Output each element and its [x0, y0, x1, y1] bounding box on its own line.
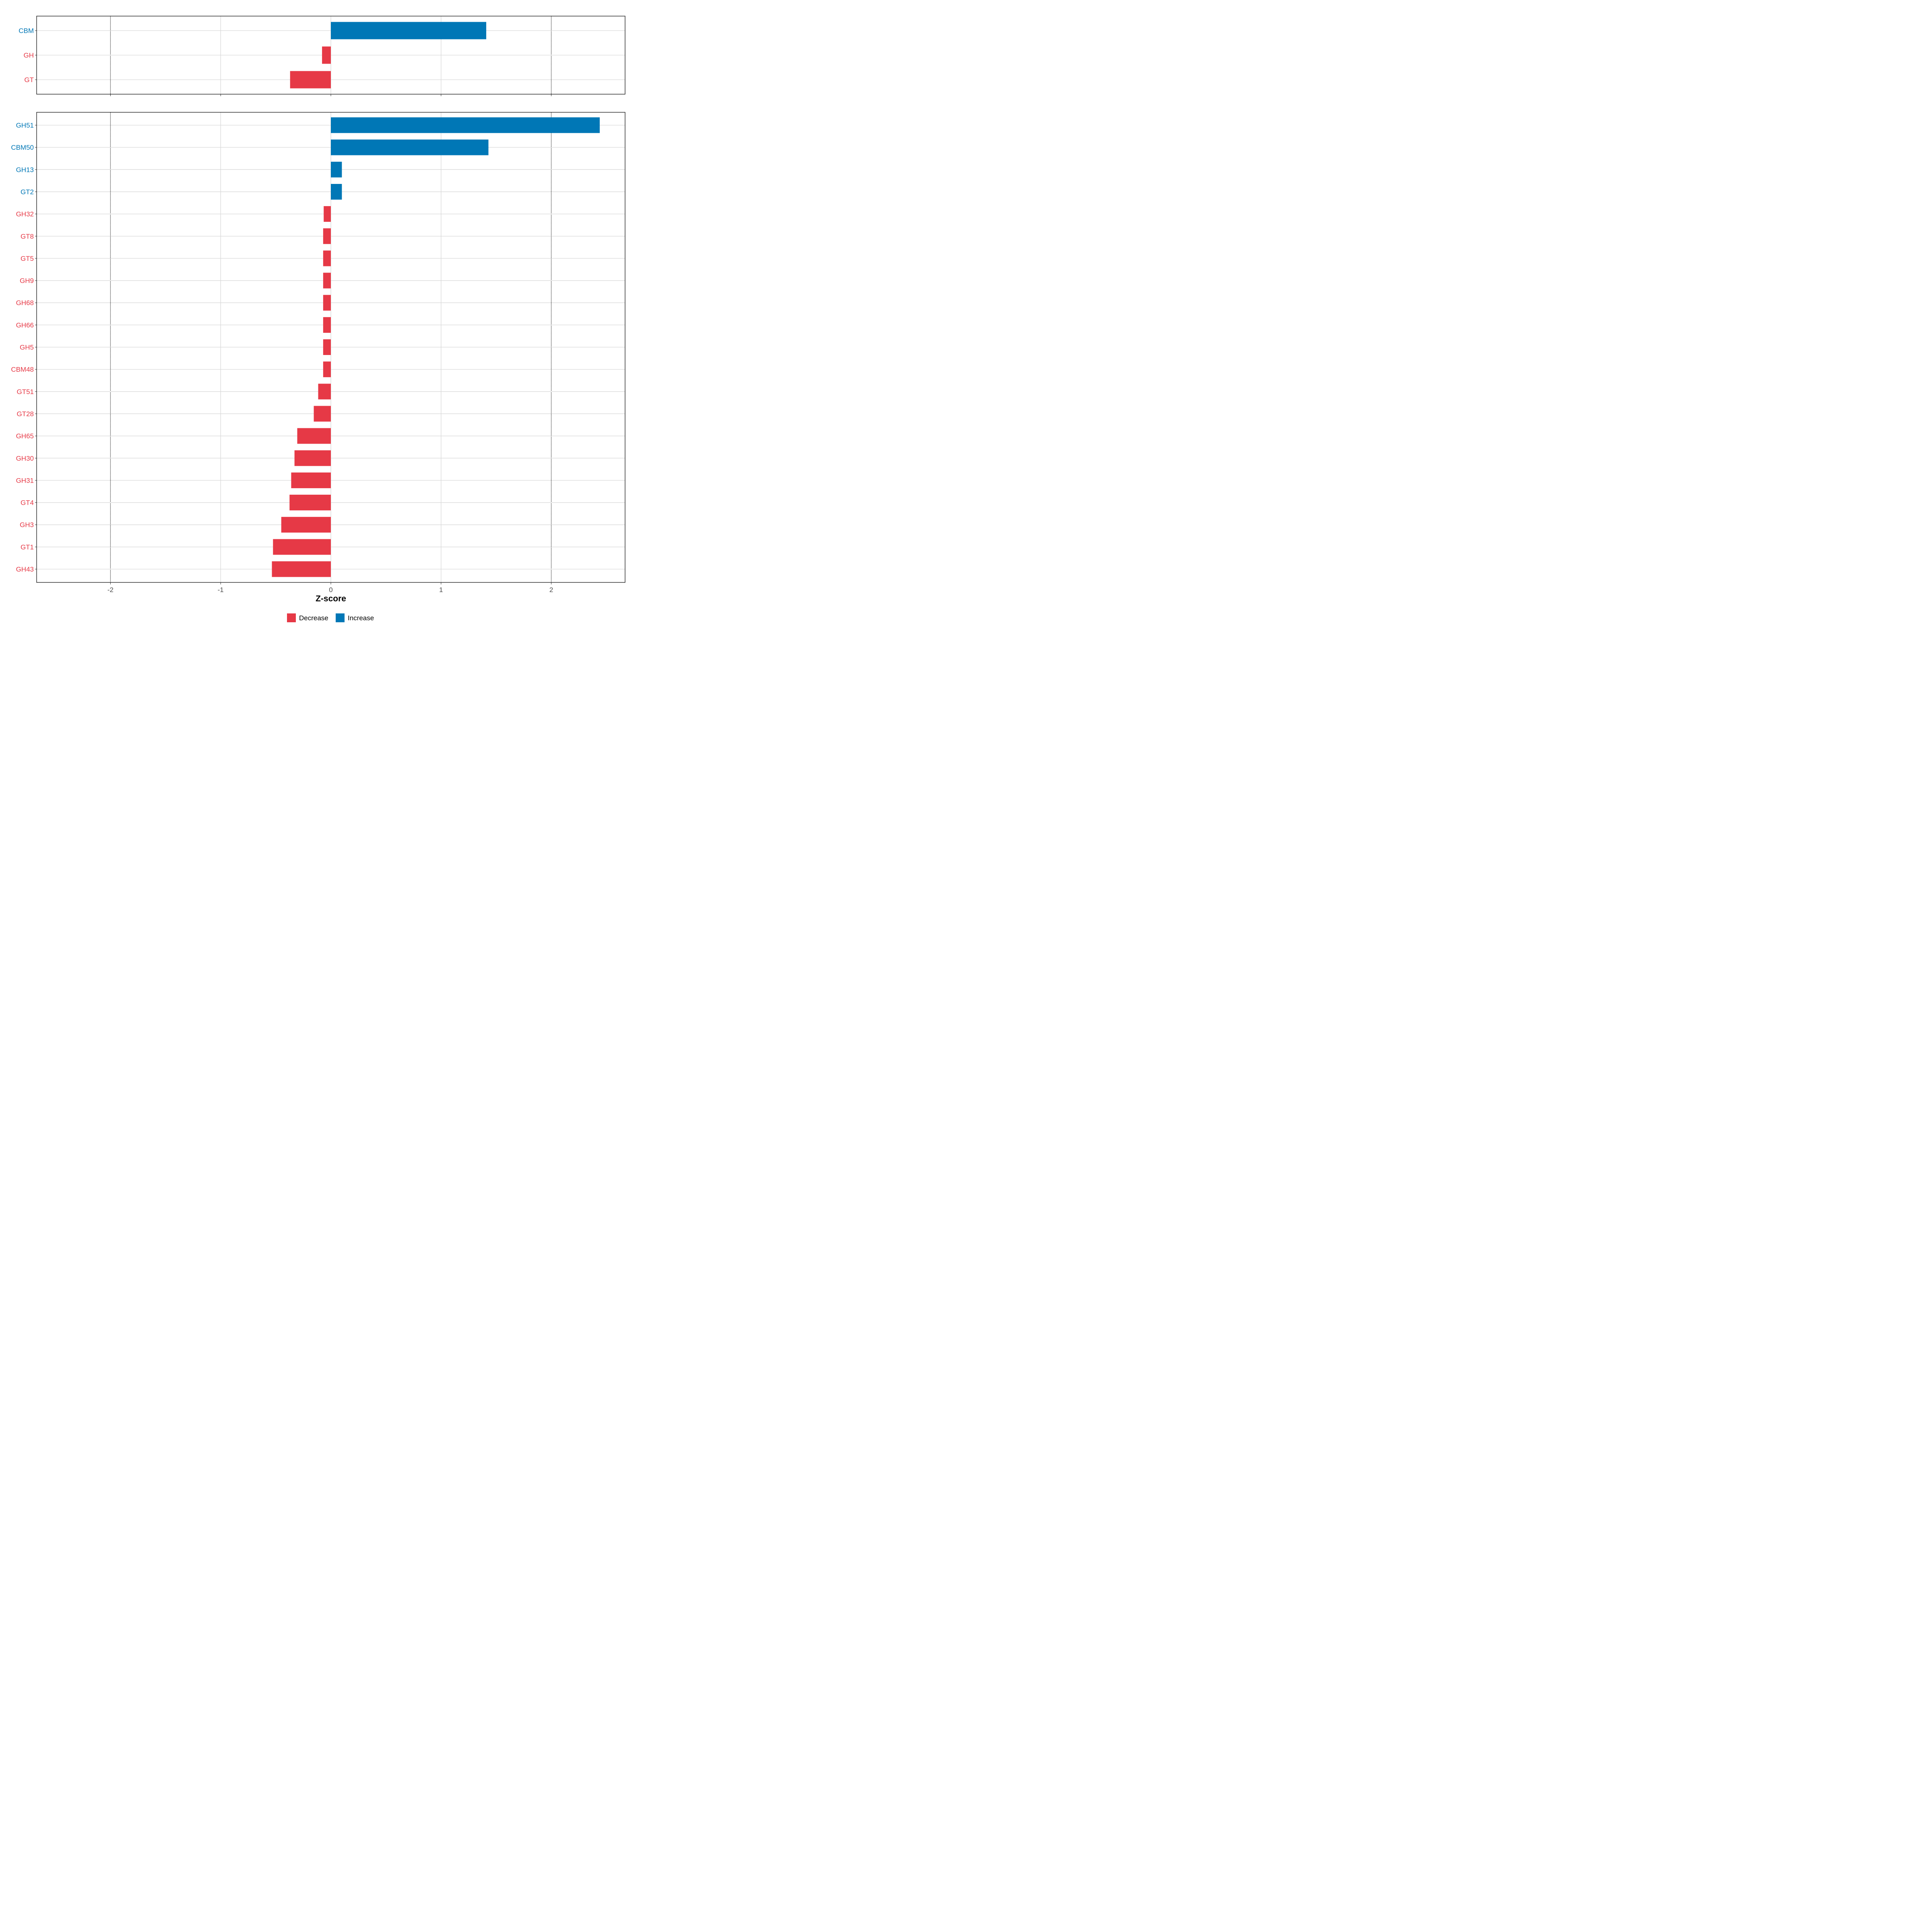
bar	[290, 71, 331, 89]
bar	[291, 472, 331, 488]
legend-label: Decrease	[299, 614, 328, 622]
bar	[323, 317, 331, 333]
bar	[318, 384, 331, 400]
y-tick-label: GH9	[20, 277, 34, 285]
y-tick-label: GH43	[16, 566, 34, 573]
x-tick-label: 2	[549, 586, 553, 594]
legend-label: Increase	[348, 614, 374, 622]
chart: CBM GH GT GH51 CBM50 GH13 GT2 GH32 GT8 GT5 GH9 GH68…	[0, 0, 631, 631]
y-tick-label: GT51	[17, 388, 34, 396]
y-tick-label: GT	[24, 76, 34, 84]
bar	[331, 139, 489, 155]
y-tick-label: GH66	[16, 321, 34, 329]
y-tick-label: GH31	[16, 477, 34, 484]
bar	[272, 561, 331, 577]
bar	[323, 339, 331, 355]
bar	[323, 250, 331, 266]
x-tick-label: -1	[218, 586, 224, 594]
y-tick-label: CBM48	[11, 366, 34, 374]
y-tick-label: GH13	[16, 166, 34, 173]
y-tick-label: GH5	[20, 344, 34, 351]
legend-swatch	[336, 613, 345, 622]
y-tick-label: GT4	[21, 499, 34, 507]
bar	[323, 272, 331, 289]
bar	[331, 161, 342, 178]
x-tick-label: 0	[329, 586, 332, 594]
y-tick-label: GH65	[16, 432, 34, 440]
y-tick-label: GH30	[16, 454, 34, 462]
bar	[323, 361, 331, 378]
x-axis-label: Z-score	[316, 594, 346, 603]
bar	[323, 228, 331, 244]
bar	[324, 206, 331, 222]
bar	[323, 295, 331, 311]
y-tick-label: GH68	[16, 299, 34, 307]
bar	[289, 495, 331, 511]
y-tick-label: GH3	[20, 521, 34, 529]
bar	[281, 517, 331, 533]
y-tick-label: GH51	[16, 122, 34, 129]
bar	[294, 450, 331, 466]
x-tick-label: 1	[439, 586, 443, 594]
y-tick-label: CBM50	[11, 144, 34, 151]
bar	[331, 22, 487, 39]
y-tick-label: GT28	[17, 410, 34, 418]
chart-svg: CBMGHGTGH51CBM50GH13GT2GH32GT8GT5GH9GH68…	[11, 16, 625, 622]
bar	[331, 184, 342, 200]
y-tick-label: GT5	[21, 255, 34, 262]
y-tick-label: GT8	[21, 233, 34, 240]
bar	[273, 539, 331, 555]
y-tick-label: GT2	[21, 188, 34, 196]
bar	[322, 46, 331, 64]
x-tick-label: -2	[107, 586, 114, 594]
bar	[314, 406, 331, 422]
y-tick-label: GH32	[16, 211, 34, 218]
y-tick-label: CBM	[19, 27, 34, 35]
y-tick-label: GT1	[21, 543, 34, 551]
bar	[331, 117, 600, 133]
bar	[297, 428, 331, 444]
legend-swatch	[287, 613, 296, 622]
y-tick-label: GH	[24, 52, 34, 59]
